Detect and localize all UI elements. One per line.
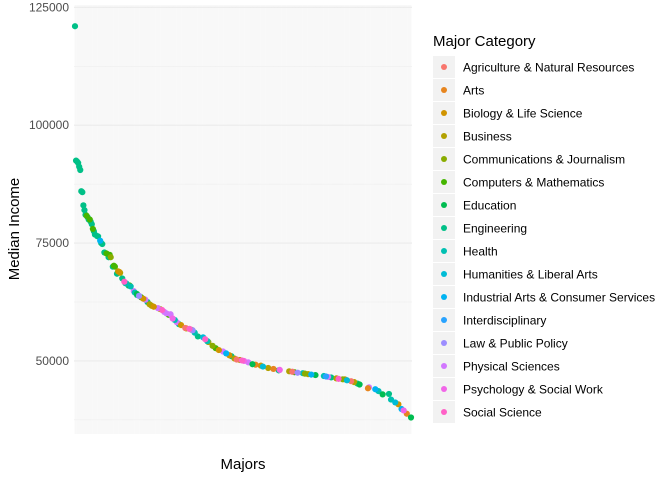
data-point: [301, 370, 309, 377]
data-point: [81, 206, 88, 214]
data-point: [385, 390, 393, 398]
data-point: [364, 385, 372, 392]
data-point: [233, 356, 240, 363]
legend-label: Communications & Journalism: [463, 153, 625, 167]
x-axis-title: Majors: [220, 456, 265, 473]
data-point: [71, 23, 79, 30]
legend-label: Social Science: [463, 406, 542, 420]
legend-key-dot: [441, 225, 447, 231]
data-point: [335, 375, 342, 382]
data-point: [308, 371, 315, 378]
data-point: [80, 202, 87, 209]
legend-key-dot: [441, 271, 447, 277]
legend-key-dot: [441, 156, 447, 162]
legend-key-dot: [441, 409, 447, 415]
data-point: [215, 346, 222, 354]
y-tick-label: 100000: [29, 118, 69, 132]
data-point: [89, 225, 96, 233]
data-point: [407, 414, 415, 421]
data-point: [97, 237, 104, 244]
legend-key-dot: [441, 340, 447, 346]
data-point: [372, 386, 379, 393]
legend-key-dot: [441, 317, 447, 323]
data-point: [249, 361, 256, 368]
legend-key-dot: [441, 87, 447, 93]
legend-label: Education: [463, 199, 516, 213]
data-point: [356, 381, 363, 388]
y-tick-labels: 50000 75000 100000 125000: [29, 0, 69, 368]
legend-key-dot: [441, 133, 447, 139]
data-point: [270, 365, 277, 373]
data-point: [392, 399, 399, 406]
legend-label: Psychology & Social Work: [463, 383, 604, 397]
legend-key-dot: [441, 294, 447, 300]
y-tick-label: 125000: [29, 0, 69, 14]
legend-label: Health: [463, 245, 498, 259]
data-point: [88, 221, 95, 228]
legend-label: Computers & Mathematics: [463, 176, 604, 190]
data-point: [322, 373, 330, 380]
data-point: [77, 166, 84, 174]
legend-key-dot: [441, 363, 447, 369]
legend-label: Engineering: [463, 222, 527, 236]
data-point: [202, 336, 209, 343]
legend-label: Physical Sciences: [463, 360, 560, 374]
data-point: [150, 303, 157, 310]
data-point: [111, 263, 118, 270]
data-point: [209, 342, 216, 349]
legend-label: Interdisciplinary: [463, 314, 546, 328]
data-point: [289, 368, 296, 375]
legend-key-dot: [441, 248, 447, 254]
y-tick-label: 50000: [36, 354, 70, 368]
data-point: [186, 325, 193, 332]
data-point: [135, 292, 143, 299]
legend-label: Arts: [463, 84, 484, 98]
data-point: [169, 315, 176, 322]
data-point: [127, 283, 134, 290]
data-point: [116, 268, 123, 275]
data-point: [276, 366, 283, 373]
data-point: [159, 306, 166, 314]
legend-label: Business: [463, 130, 512, 144]
legend-key-dot: [441, 386, 447, 392]
data-point: [400, 407, 407, 414]
data-point: [379, 391, 386, 398]
legend-key-dot: [441, 110, 447, 116]
data-point: [343, 377, 351, 384]
legend-title: Major Category: [433, 33, 536, 50]
data-point: [121, 278, 128, 285]
data-points: [71, 23, 415, 421]
data-point: [259, 363, 267, 370]
legend-key-dot: [441, 179, 447, 185]
data-point: [79, 189, 86, 196]
legend-label: Industrial Arts & Consumer Services: [463, 291, 655, 305]
y-tick-label: 75000: [36, 236, 70, 250]
legend: Agriculture & Natural Resources Arts Biolo…: [433, 56, 655, 423]
data-point: [294, 369, 301, 376]
legend-label: Agriculture & Natural Resources: [463, 61, 634, 75]
legend-label: Law & Public Policy: [463, 337, 568, 351]
data-point: [86, 216, 93, 223]
legend-key-dot: [441, 202, 447, 208]
data-point: [223, 350, 230, 357]
legend-label: Humanities & Liberal Arts: [463, 268, 598, 282]
y-axis-title: Median Income: [6, 178, 23, 281]
data-point: [238, 357, 246, 364]
vertical-gridlines: [74, 5, 412, 434]
data-point: [107, 254, 114, 261]
data-point: [265, 364, 272, 372]
legend-label: Biology & Life Science: [463, 107, 583, 121]
legend-key-dot: [441, 64, 447, 70]
